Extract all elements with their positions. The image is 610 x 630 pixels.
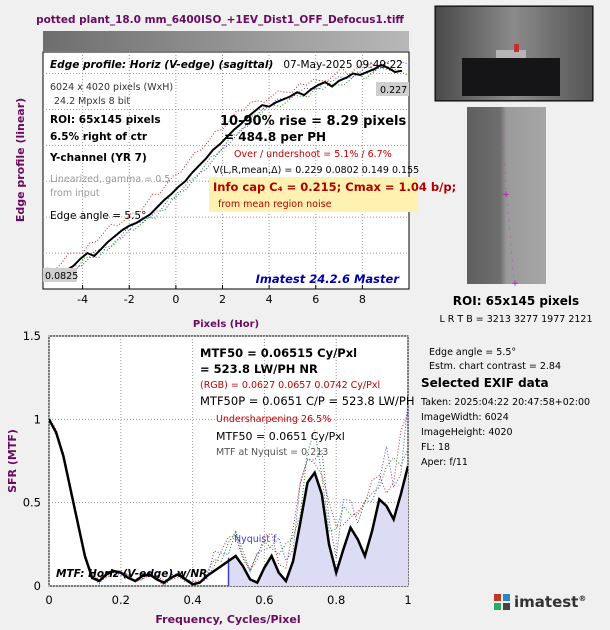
edge-xlabel: Pixels (Hor): [193, 319, 259, 330]
edge-x-ticks: -4 -2 0 2 4 6 8: [77, 285, 366, 306]
edge-series-red: [43, 62, 391, 273]
nyquist-label: Nyquist f: [234, 534, 277, 545]
edge-grid: [43, 52, 409, 289]
roi-thumbnail-grad: [467, 107, 546, 284]
edge-strip-grad: [43, 31, 409, 51]
max-label: 0.227: [380, 85, 407, 96]
roi-center-mark: +: [502, 190, 510, 200]
nyq-mtf-text: MTF at Nyquist = 0.213: [216, 447, 328, 458]
chart-contrast: Estm. chart contrast = 2.84: [429, 361, 561, 372]
imatest-logo-icon: [494, 594, 510, 610]
lwph-text: = 523.8 LW/PH NR: [200, 362, 318, 376]
mtf-tick-label-x: 0.4: [183, 593, 201, 607]
per-ph-text: = 484.8 per PH: [224, 130, 326, 144]
mtf-tick-label-x: 0.6: [255, 593, 273, 607]
max-label-box: [376, 82, 409, 96]
exif-title: Selected EXIF data: [421, 376, 549, 390]
mtf-nyquist-fill: [228, 466, 408, 586]
edge-tick-label: 8: [359, 293, 366, 306]
mtf50b-text: MTF50 = 0.0651 Cy/Pxl: [216, 430, 345, 443]
mtf-tick-label-y: 1: [34, 412, 41, 426]
mtf-tick-label-y: 1.5: [23, 329, 41, 343]
exif-width: ImageWidth: 6024: [421, 412, 509, 423]
edge-tick-label: 4: [266, 293, 273, 306]
mtf-tick-label-y: 0: [34, 579, 41, 593]
edge-ylabel: Edge profile (linear): [14, 98, 27, 222]
roi-size-text: ROI: 65x145 pixels: [453, 294, 579, 308]
mtf-ticks: 0 0.2 0.4 0.6 0.8 1 0 0.5 1 1.5: [23, 329, 412, 607]
info-cap-box: [209, 177, 418, 212]
edge-date: 07-May-2025 09:49:22: [283, 59, 403, 71]
mtf-tick-label-x: 1: [404, 593, 411, 607]
mtf-ylabel: SFR (MTF): [6, 429, 19, 493]
edge-channel: Y-channel (YR 7): [49, 152, 147, 164]
edge-dims: 6024 x 4020 pixels (WxH): [50, 82, 173, 93]
rise-text: 10-90% rise = 8.29 pixels: [220, 114, 407, 129]
exif-fl: FL: 18: [421, 442, 450, 453]
exif-height: ImageHeight: 4020: [421, 427, 513, 438]
min-label: 0.0825: [45, 271, 78, 282]
edge-from-input: from input: [50, 188, 100, 199]
edge-series-y: [43, 63, 403, 279]
mtf-tick-label-y: 0.5: [23, 496, 41, 510]
edge-tick-label: -2: [124, 293, 135, 306]
edge-roi: ROI: 65x145 pixels: [50, 114, 161, 126]
noise-src-text: from mean region noise: [218, 199, 332, 210]
mtf-tick-label-x: 0.8: [327, 593, 345, 607]
thumbnail-roi-marker: [514, 44, 519, 52]
vrgb-text: V(L,R,mean,Δ) = 0.229 0.0802 0.149 0.155: [213, 165, 419, 176]
right-edge-angle: Edge angle = 5.5°: [429, 347, 516, 358]
edge-tick-label: 0: [172, 293, 179, 306]
mtf-tick-label-x: 0.2: [112, 593, 130, 607]
edge-profile-title: Edge profile: Horiz (V-edge) (sagittal): [50, 59, 273, 71]
edge-tick-label: 2: [219, 293, 226, 306]
thumbnail-objects: [496, 50, 526, 58]
thumbnail-table: [462, 58, 560, 96]
edge-series-green: [47, 67, 407, 281]
undersharp-text: Undersharpening 26.5%: [216, 414, 331, 425]
mtf-tick-label-x: 0: [45, 593, 52, 607]
exif-taken: Taken: 2025:04:22 20:47:58+02:00: [420, 397, 590, 408]
edge-angle: Edge angle = 5.5°: [50, 210, 146, 222]
mtf50p-text: MTF50P = 0.0651 C/P = 523.8 LW/PH: [200, 394, 415, 408]
roi-bottom-mark: +: [511, 279, 519, 289]
min-label-box: [43, 268, 77, 282]
edge-position: 6.5% right of ctr: [50, 131, 148, 143]
edge-tick-label: 6: [312, 293, 319, 306]
edge-mpxls: 24.2 Mpxls 8 bit: [54, 96, 130, 107]
mtf50-text: MTF50 = 0.06515 Cy/Pxl: [200, 346, 357, 360]
imatest-logo: imatest®: [494, 593, 586, 611]
overshoot-text: Over / undershoot = 5.1% / 6.7%: [234, 149, 392, 160]
info-cap-text: Info cap C₄ = 0.215; Cmax = 1.04 b/p;: [213, 180, 456, 194]
mtf-series-red: [49, 412, 408, 583]
imatest-logo-text: imatest: [514, 593, 579, 611]
mtf-caption: MTF: Horiz (V-edge) w/NR: [56, 568, 207, 580]
mtf-series-main: [49, 418, 408, 586]
roi-lrtb-text: L R T B = 3213 3277 1977 2121: [439, 314, 592, 325]
imatest-master: Imatest 24.2.6 Master: [256, 272, 401, 286]
rgb-text: (RGB) = 0.0627 0.0657 0.0742 Cy/Pxl: [200, 380, 380, 391]
file-title: potted plant_18.0 mm_6400ISO_+1EV_Dist1_…: [36, 14, 404, 26]
edge-tick-label: -4: [77, 293, 88, 306]
exif-aper: Aper: f/11: [421, 457, 468, 468]
mtf-xlabel: Frequency, Cycles/Pixel: [155, 613, 300, 626]
edge-linearized: Linearized, gamma = 0.5: [50, 174, 170, 185]
